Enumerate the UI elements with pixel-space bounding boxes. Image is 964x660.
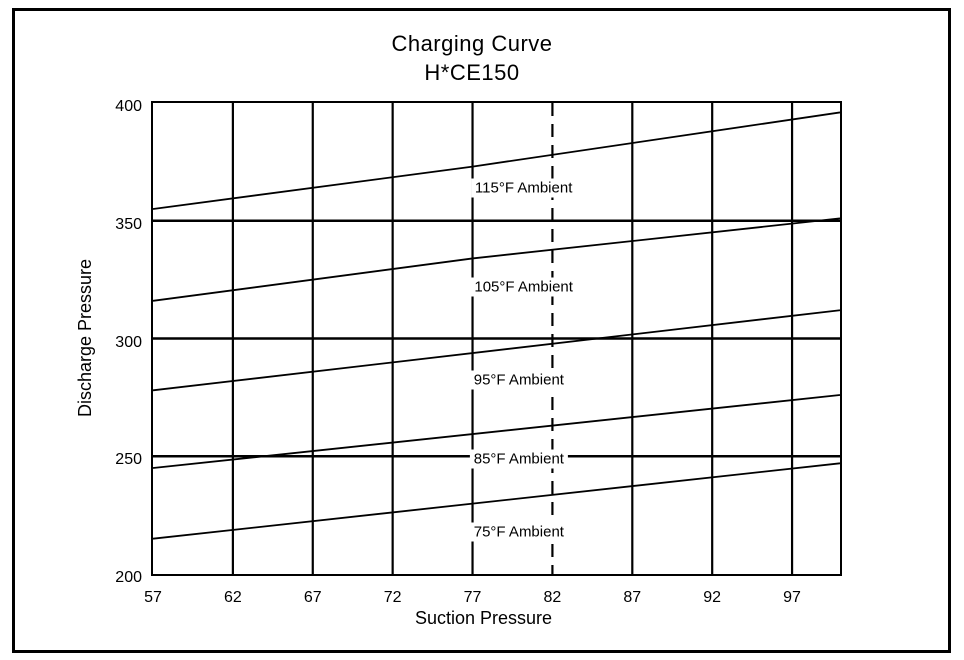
- x-tick-label: 62: [223, 589, 242, 606]
- x-tick-label: 77: [463, 589, 482, 606]
- y-axis-title: Discharge Pressure: [75, 258, 95, 418]
- series-label: 85°F Ambient: [469, 449, 568, 469]
- x-tick-label: 92: [703, 589, 722, 606]
- y-tick-label: 350: [115, 215, 142, 233]
- x-axis-title: Suction Pressure: [414, 608, 553, 628]
- series-label: 105°F Ambient: [470, 277, 577, 297]
- y-tick-label: 400: [115, 98, 142, 115]
- series-label: 95°F Ambient: [469, 370, 568, 390]
- series-label: 75°F Ambient: [469, 522, 568, 542]
- x-tick-label: 97: [783, 589, 801, 606]
- plot-area: 115°F Ambient 105°F Ambient 95°F Ambient 85…: [151, 101, 842, 576]
- series-line: [153, 217, 840, 302]
- series-line: [153, 394, 840, 469]
- x-tick-label: 87: [623, 589, 642, 606]
- series-label: 115°F Ambient: [470, 178, 577, 198]
- series-line: [153, 309, 840, 392]
- x-axis-tick-labels: 57 62 67 72 77 82 87 92 97: [144, 589, 840, 609]
- series-line: [153, 111, 840, 210]
- chart-title: Charging Curve: [391, 31, 553, 56]
- series-line: [153, 462, 840, 540]
- x-tick-label: 72: [383, 589, 402, 606]
- y-axis-tick-labels: 200 250 300 350 400: [96, 98, 142, 586]
- x-tick-label: 82: [543, 589, 562, 606]
- chart-subtitle: H*CE150: [424, 60, 520, 85]
- x-tick-label: 57: [144, 589, 162, 606]
- y-tick-label: 300: [115, 333, 142, 351]
- plot-grid-and-lines: [153, 103, 840, 574]
- y-tick-label: 200: [115, 569, 142, 586]
- y-tick-label: 250: [115, 451, 142, 469]
- x-tick-label: 67: [303, 589, 322, 606]
- outer-border: [12, 8, 951, 653]
- chart-title-block: Charging Curve H*CE150: [0, 29, 944, 87]
